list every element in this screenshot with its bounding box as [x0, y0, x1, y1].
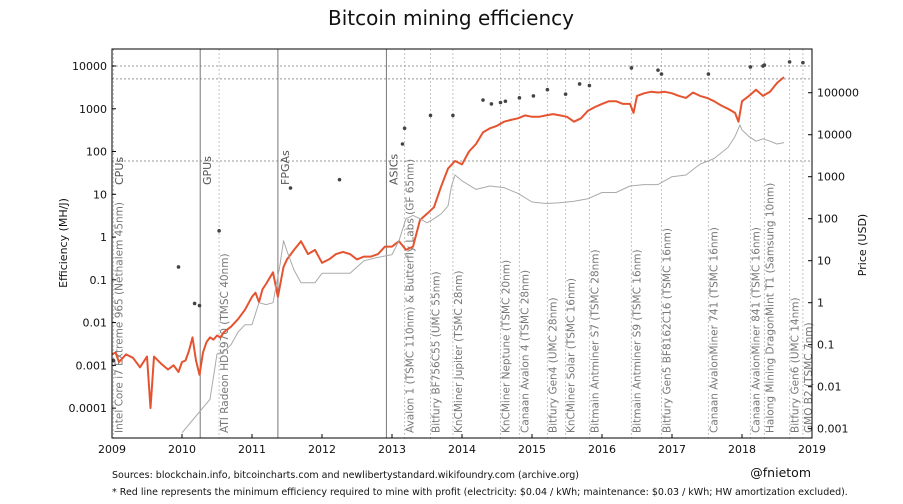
y-tick-label-10000: 10000 — [72, 60, 107, 73]
hardware-points — [111, 60, 805, 363]
era-markers: CPUs GPUs FPGAs ASICs — [113, 49, 400, 438]
x-tick-label-2018: 2018 — [728, 443, 756, 456]
hardware-point-18 — [192, 301, 197, 306]
hardware-point-22 — [400, 142, 405, 146]
hardware-label-1: ATI Radeon HD5970 (TMSC 40nm) — [219, 253, 231, 433]
y-tick-label-1: 1 — [100, 231, 107, 244]
hardware-point-4 — [451, 113, 455, 118]
y-tick-label-1000: 1000 — [79, 103, 107, 116]
y-tick-label-0.0001: 0.0001 — [69, 402, 108, 415]
hardware-point-24 — [489, 102, 494, 106]
y2-tick-label-100000: 100000 — [817, 87, 859, 100]
x-tick-label-2015: 2015 — [518, 443, 546, 456]
series-line-price — [181, 124, 785, 434]
y2-axis-label: Price (USD) — [856, 214, 869, 276]
hardware-point-3 — [428, 113, 433, 118]
footnote: * Red line represents the minimum effici… — [112, 487, 848, 498]
hardware-label-9: Bitmain Antminer S7 (TSMC 28nm) — [589, 249, 601, 433]
sources-note: Sources: blockchain.info, bitcoincharts.… — [112, 470, 579, 481]
hardware-label-4: KnCMiner Jupiter (TSMC 28nm) — [453, 271, 465, 433]
hardware-point-12 — [706, 72, 711, 76]
series-line-min-efficiency — [111, 76, 785, 410]
era-label-asics: ASICs — [387, 154, 400, 185]
y-tick-label-10: 10 — [93, 188, 107, 201]
hardware-point-28 — [656, 68, 660, 72]
y2-tick-label-10000: 10000 — [817, 129, 852, 142]
hardware-point-19 — [197, 303, 202, 308]
hardware-point-1 — [217, 229, 221, 233]
era-label-cpus: CPUs — [113, 157, 126, 185]
hardware-label-0: Intel Core i7 Extreme 965 (Nethalem 45nm… — [113, 202, 125, 433]
hardware-point-26 — [531, 94, 536, 98]
hardware-point-27 — [577, 82, 582, 86]
hardware-point-13 — [748, 65, 753, 69]
y2-tick-label-0.001: 0.001 — [817, 423, 849, 436]
hardware-label-14: Halong Mining DragonMint T1 (Samsung 10n… — [764, 183, 776, 433]
y-tick-label-0.01: 0.01 — [83, 317, 108, 330]
hardware-label-8: KnCMiner Solar (TSMC 16nm) — [566, 278, 578, 433]
hardware-label-6: Canaan Avalon 4 (TSMC 28nm) — [519, 270, 531, 433]
hardware-label-5: KnCMiner Neptune (TSMC 20nm) — [501, 260, 513, 433]
hardware-label-3: Bitfury BF756C55 (UMC 55nm) — [431, 271, 443, 433]
chart-title: Bitcoin mining efficiency — [328, 6, 574, 30]
hardware-point-6 — [517, 96, 522, 100]
hardware-point-9 — [587, 83, 592, 88]
era-label-fpgas: FPGAs — [279, 150, 292, 185]
hardware-point-8 — [563, 92, 568, 96]
hardware-labels: Intel Core i7 Extreme 965 (Nethalem 45nm… — [113, 159, 815, 433]
hardware-label-16: GMO B2 (TSMC 7nm) — [803, 322, 815, 433]
hardware-point-29 — [761, 64, 765, 68]
y2-tick-label-1: 1 — [817, 297, 824, 310]
hardware-point-16 — [801, 60, 805, 65]
hardware-point-20 — [288, 186, 293, 190]
y2-tick-label-1000: 1000 — [817, 171, 845, 184]
hardware-point-25 — [503, 99, 508, 104]
y-tick-label-0.001: 0.001 — [76, 359, 108, 372]
x-tick-label-2016: 2016 — [588, 443, 616, 456]
x-tick-label-2017: 2017 — [658, 443, 686, 456]
author-handle: @fnietom — [750, 465, 811, 480]
y-tick-label-100: 100 — [86, 146, 107, 159]
hardware-label-11: Bitfury Gen5 BF8162C16 (TSMC 16nm) — [662, 228, 674, 433]
hardware-point-23 — [481, 98, 485, 102]
hardware-label-13: Canaan AvalonMiner 841 (TSMC 16nm) — [750, 227, 762, 433]
hardware-point-2 — [402, 126, 407, 131]
hardware-point-17 — [176, 265, 181, 269]
hardware-point-10 — [629, 66, 634, 70]
y2-tick-label-0.1: 0.1 — [817, 339, 835, 352]
hardware-label-12: Canaan AvalonMiner 741 (TSMC 16nm) — [708, 227, 720, 433]
x-tick-label-2011: 2011 — [238, 443, 266, 456]
y2-axis: 0.001 0.01 0.1 1 10 100 1000 10000 100000 — [808, 87, 859, 436]
x-axis: 2009 2010 2011 2012 2013 2014 2015 2016 2017 2018… — [98, 434, 826, 456]
hardware-label-2: Avalon 1 (TSMC 110nm) & Butterfly Labs (… — [405, 159, 417, 433]
y2-tick-label-100: 100 — [817, 213, 838, 226]
y2-tick-label-0.01: 0.01 — [817, 381, 842, 394]
era-label-gpus: GPUs — [201, 156, 214, 185]
y2-tick-label-10: 10 — [817, 255, 831, 268]
y-axis-label: Efficiency (MH/J) — [57, 198, 70, 288]
series-lines — [111, 76, 785, 434]
x-tick-label-2010: 2010 — [168, 443, 196, 456]
hardware-label-7: Bitfury Gen4 (UMC 28nm) — [547, 297, 559, 433]
hardware-point-15 — [787, 60, 792, 64]
x-tick-label-2013: 2013 — [378, 443, 406, 456]
x-tick-label-2019: 2019 — [798, 443, 826, 456]
hardware-label-10: Bitmain Antminer S9 (TSMC 16nm) — [631, 249, 643, 433]
hardware-point-7 — [545, 87, 550, 92]
hardware-point-5 — [498, 100, 503, 105]
y-tick-label-0.1: 0.1 — [90, 274, 108, 287]
hardware-label-15: Bitfury Gen6 (UMC 14nm) — [790, 297, 802, 433]
x-tick-label-2012: 2012 — [308, 443, 336, 456]
x-tick-label-2014: 2014 — [448, 443, 476, 456]
x-tick-label-2009: 2009 — [98, 443, 126, 456]
hardware-point-11 — [659, 72, 664, 76]
hardware-point-21 — [337, 177, 342, 182]
y-axis: 0.0001 0.001 0.01 0.1 1 10 100 1000 10000 — [69, 60, 116, 415]
